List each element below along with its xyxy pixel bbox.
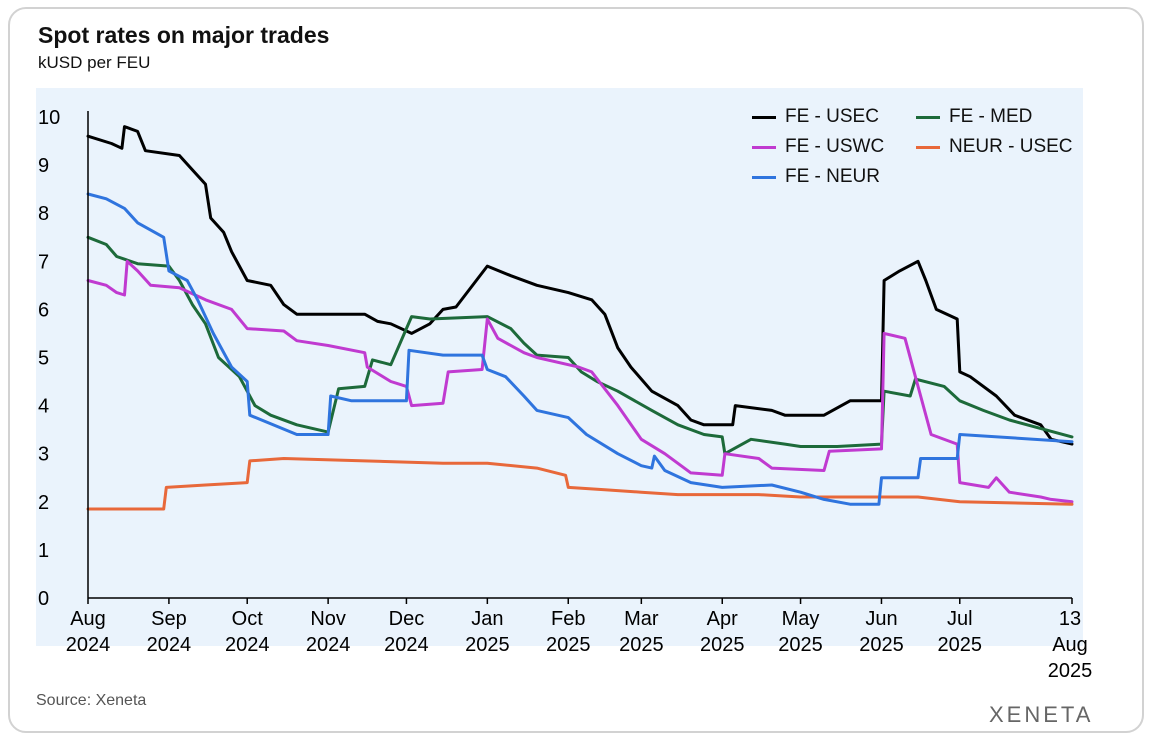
legend-item-fe-neur: FE - NEUR [752, 166, 880, 188]
x-tick-label: 13 [1059, 608, 1081, 630]
legend-label: NEUR - USEC [949, 136, 1073, 157]
x-tick-label: Aug [70, 608, 106, 630]
x-tick-label: Jul [947, 608, 973, 630]
x-tick-label: 2024 [147, 634, 192, 656]
x-tick-label: Nov [310, 608, 346, 630]
x-tick-label: Jan [471, 608, 503, 630]
x-tick-label: 2024 [225, 634, 270, 656]
y-tick-label: 3 [38, 444, 49, 466]
brand-logo: XENETA [989, 702, 1094, 727]
x-tick-label: Feb [551, 608, 585, 630]
x-tick-label: Mar [624, 608, 659, 630]
legend: FE - USEC FE - MED FE - USWC NEUR - USEC… [752, 104, 1082, 194]
x-tick-label: 2025 [778, 634, 823, 656]
x-tick-label: Aug [1052, 634, 1088, 656]
x-tick-label: 2025 [700, 634, 745, 656]
legend-label: FE - MED [949, 106, 1033, 127]
legend-item-fe-uswc: FE - USWC [752, 136, 884, 158]
series-line-neur-usec [86, 457, 1074, 511]
y-tick-label: 0 [38, 588, 49, 610]
y-tick-label: 9 [38, 155, 49, 177]
legend-swatch [752, 145, 776, 149]
y-tick-label: 1 [38, 540, 49, 562]
series-group [86, 125, 1074, 511]
x-tick-label: 2025 [546, 634, 591, 656]
series-line-fe-neur [86, 192, 1074, 506]
legend-item-fe-usec: FE - USEC [752, 106, 879, 128]
x-tick-label: 2024 [384, 634, 429, 656]
x-axis: Aug 2024 Sep 2024 Oct 2024 Nov 2024 Dec 2024 Jan 20… [66, 598, 1093, 682]
legend-label: FE - USWC [785, 136, 885, 157]
x-tick-label: 2024 [66, 634, 111, 656]
x-tick-label: Dec [389, 608, 425, 630]
x-tick-label: Sep [151, 608, 187, 630]
legend-item-fe-med: FE - MED [916, 106, 1032, 128]
x-tick-label: 2025 [938, 634, 983, 656]
legend-swatch [752, 175, 776, 179]
legend-swatch [752, 115, 776, 119]
x-tick-label: Apr [707, 608, 738, 630]
series-line-fe-usec [86, 125, 1074, 446]
y-tick-label: 5 [38, 348, 49, 370]
series-line-fe-med [86, 235, 1074, 456]
chart-title: Spot rates on major trades [38, 22, 330, 48]
y-tick-label: 7 [38, 251, 49, 273]
x-tick-label: Oct [232, 608, 264, 630]
x-tick-label: 2025 [859, 634, 904, 656]
x-tick-label: 2025 [619, 634, 664, 656]
y-tick-label: 4 [38, 396, 49, 418]
x-tick-label: 2025 [465, 634, 510, 656]
legend-item-neur-usec: NEUR - USEC [916, 136, 1073, 158]
legend-label: FE - NEUR [785, 166, 880, 187]
x-tick-label: 2024 [306, 634, 351, 656]
y-tick-label: 10 [38, 107, 60, 129]
x-tick-label: Jun [865, 608, 897, 630]
y-tick-label: 2 [38, 492, 49, 514]
legend-label: FE - USEC [785, 106, 879, 127]
x-tick-label: 2025 [1048, 660, 1093, 682]
source-note: Source: Xeneta [36, 692, 147, 709]
y-tick-label: 6 [38, 299, 49, 321]
y-axis: 0 1 2 3 4 5 6 7 8 9 10 [38, 107, 60, 610]
legend-swatch [916, 115, 940, 119]
plot-area [36, 88, 1083, 646]
legend-swatch [916, 145, 940, 149]
x-tick-label: May [782, 608, 820, 630]
y-tick-label: 8 [38, 203, 49, 225]
chart-subtitle: kUSD per FEU [38, 53, 151, 72]
series-line-fe-uswc [86, 259, 1074, 504]
